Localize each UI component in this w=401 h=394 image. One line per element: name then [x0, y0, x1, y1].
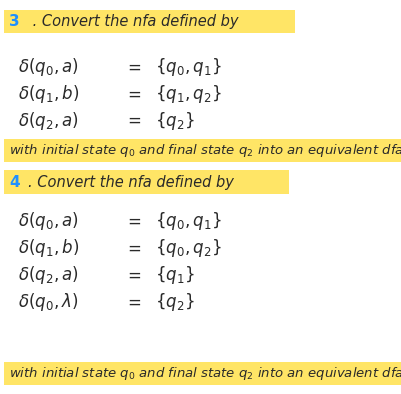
FancyBboxPatch shape — [4, 139, 400, 162]
FancyBboxPatch shape — [4, 362, 400, 385]
Text: $\delta(q_1, b)$: $\delta(q_1, b)$ — [18, 237, 79, 259]
Text: $=$: $=$ — [124, 85, 141, 102]
Text: . Convert the nfa defined by: . Convert the nfa defined by — [28, 175, 233, 190]
Text: with initial state $q_0$ and final state $q_2$ into an equivalent dfa.: with initial state $q_0$ and final state… — [9, 142, 401, 159]
FancyBboxPatch shape — [4, 10, 295, 33]
Text: $\{q_0, q_1\}$: $\{q_0, q_1\}$ — [154, 56, 221, 78]
Text: $\delta(q_2, a)$: $\delta(q_2, a)$ — [18, 264, 79, 286]
Text: 4: 4 — [9, 175, 19, 190]
Text: with initial state $q_0$ and final state $q_2$ into an equivalent dfa.: with initial state $q_0$ and final state… — [9, 365, 401, 382]
Text: $\delta(q_0, a)$: $\delta(q_0, a)$ — [18, 210, 79, 232]
Text: $\{q_2\}$: $\{q_2\}$ — [154, 110, 194, 132]
Text: $\delta(q_2, a)$: $\delta(q_2, a)$ — [18, 110, 79, 132]
Text: $\delta(q_0, a)$: $\delta(q_0, a)$ — [18, 56, 79, 78]
Text: $\{q_1\}$: $\{q_1\}$ — [154, 264, 194, 286]
Text: 3: 3 — [9, 14, 19, 29]
Text: $=$: $=$ — [124, 266, 141, 284]
Text: $\{q_2\}$: $\{q_2\}$ — [154, 291, 194, 313]
Text: $\{q_0, q_1\}$: $\{q_0, q_1\}$ — [154, 210, 221, 232]
Text: $=$: $=$ — [124, 293, 141, 310]
Text: $\delta(q_0, \lambda)$: $\delta(q_0, \lambda)$ — [18, 291, 79, 313]
Text: $=$: $=$ — [124, 112, 141, 129]
Text: $\delta(q_1, b)$: $\delta(q_1, b)$ — [18, 83, 79, 105]
Text: $\{q_1, q_2\}$: $\{q_1, q_2\}$ — [154, 83, 221, 105]
Text: $\{q_0, q_2\}$: $\{q_0, q_2\}$ — [154, 237, 221, 259]
Text: $=$: $=$ — [124, 58, 141, 76]
FancyBboxPatch shape — [4, 170, 288, 194]
Text: $=$: $=$ — [124, 213, 141, 230]
Text: $=$: $=$ — [124, 240, 141, 257]
Text: . Convert the nfa defined by: . Convert the nfa defined by — [28, 14, 238, 29]
